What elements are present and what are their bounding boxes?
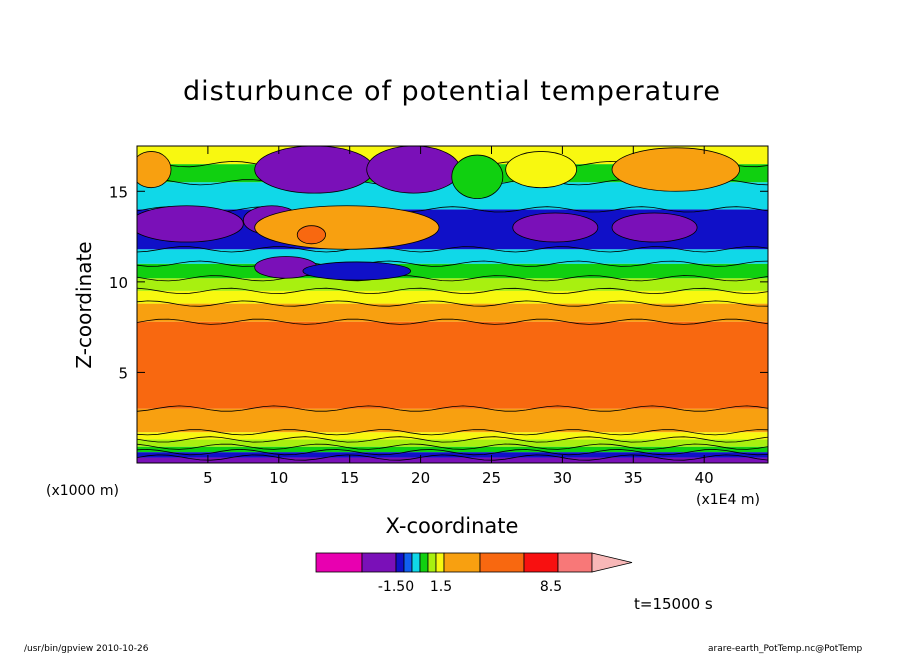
x-tick-label: 15 <box>340 469 359 487</box>
colorbar-arrow <box>591 552 633 573</box>
contour-line <box>137 300 768 307</box>
footer-right: arare-earth_PotTemp.nc@PotTemp <box>708 644 863 654</box>
x-axis-label: X-coordinate <box>385 514 519 538</box>
contour-line <box>137 246 768 253</box>
contour-blob <box>451 154 504 199</box>
x-tick-label: 5 <box>203 469 213 487</box>
contour-layer <box>137 290 768 304</box>
contour-layer <box>137 278 768 291</box>
contour-line <box>137 429 768 436</box>
contour-layer <box>137 321 768 409</box>
contour-line <box>137 443 768 450</box>
contour-layer <box>137 446 768 453</box>
x-tick-label: 40 <box>695 469 714 487</box>
contour-blob <box>137 151 172 189</box>
x-unit-right: (x1E4 m) <box>696 492 760 508</box>
contour-blob <box>137 205 244 243</box>
colorbar-segment <box>435 552 445 573</box>
x-tick-label: 30 <box>553 469 572 487</box>
plot-frame <box>136 145 769 464</box>
colorbar-segment <box>403 552 413 573</box>
x-tick-label: 20 <box>411 469 430 487</box>
chart-title: disturbunce of potential temperature <box>183 76 721 107</box>
x-tick-label: 35 <box>624 469 643 487</box>
x-tick-label: 10 <box>269 469 288 487</box>
y-tick-label: 10 <box>109 274 128 292</box>
contour-blob <box>505 151 577 189</box>
contour-line <box>137 405 768 412</box>
colorbar-segment <box>361 552 397 573</box>
x-tick-label: 25 <box>482 469 501 487</box>
contour-layer <box>137 457 768 463</box>
contour-layer <box>137 408 768 433</box>
contour-line <box>137 454 768 461</box>
contour-line <box>137 318 768 325</box>
contour-blob <box>366 146 461 194</box>
contour-blob <box>296 225 326 245</box>
contour-blob <box>611 212 698 243</box>
y-axis-label: Z-coordinate <box>72 241 96 369</box>
colorbar-segment <box>411 552 421 573</box>
contour-line <box>137 287 768 295</box>
colorbar-segment <box>523 552 559 573</box>
colorbar-segment <box>419 552 429 573</box>
y-tick-label: 15 <box>109 183 128 201</box>
contour-line <box>137 436 768 443</box>
contour-blob <box>254 205 440 250</box>
colorbar-segment <box>479 552 525 573</box>
contour-layer <box>137 249 768 264</box>
time-label: t=15000 s <box>634 595 713 613</box>
contour-blob <box>302 261 412 281</box>
contour-layer <box>137 432 768 440</box>
colorbar-segment <box>427 552 437 573</box>
contour-blob <box>512 212 599 243</box>
colorbar-tick-label: -1.50 <box>378 579 414 595</box>
colorbar-segment <box>443 552 481 573</box>
colorbar-segment <box>315 552 363 573</box>
contour-layer <box>137 439 768 447</box>
contour-layer <box>137 452 768 458</box>
colorbar-tick-label: 1.5 <box>430 579 452 595</box>
contour-line <box>137 206 768 213</box>
colorbar-segment <box>395 552 405 573</box>
contour-blob <box>254 146 375 194</box>
contour-layer <box>137 303 768 322</box>
x-unit-left: (x1000 m) <box>46 483 119 499</box>
colorbar-segment <box>557 552 593 573</box>
colorbar-tick-label: 8.5 <box>540 579 562 595</box>
contour-line <box>137 260 768 267</box>
contour-line <box>137 275 768 282</box>
y-tick-label: 5 <box>118 364 128 382</box>
contour-line <box>137 448 768 456</box>
contour-blob <box>611 147 741 192</box>
footer-left: /usr/bin/gpview 2010-10-26 <box>24 644 149 654</box>
